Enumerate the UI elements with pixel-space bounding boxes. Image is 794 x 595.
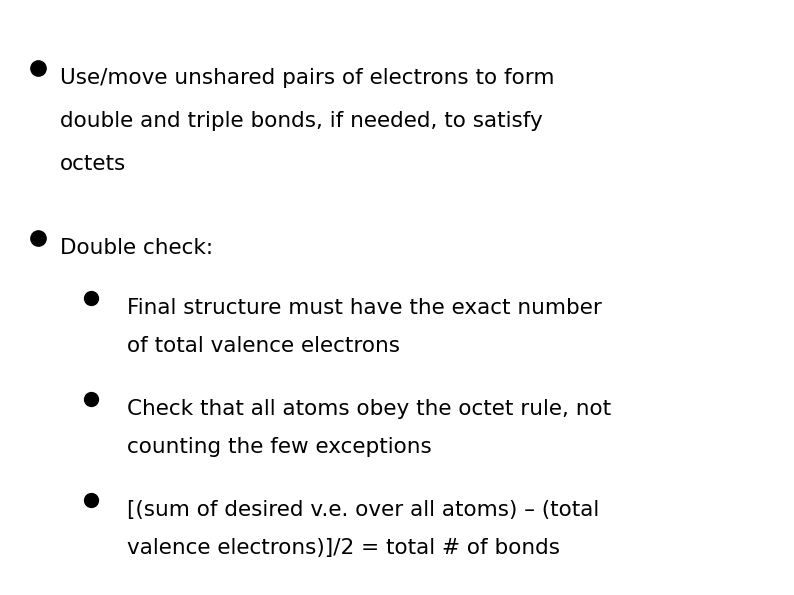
Text: valence electrons)]/2 = total # of bonds: valence electrons)]/2 = total # of bonds bbox=[127, 538, 560, 559]
Text: Use/move unshared pairs of electrons to form: Use/move unshared pairs of electrons to … bbox=[60, 68, 554, 89]
Text: double and triple bonds, if needed, to satisfy: double and triple bonds, if needed, to s… bbox=[60, 111, 542, 131]
Text: Final structure must have the exact number: Final structure must have the exact numb… bbox=[127, 298, 602, 318]
Text: octets: octets bbox=[60, 154, 125, 174]
Text: counting the few exceptions: counting the few exceptions bbox=[127, 437, 432, 458]
Text: Double check:: Double check: bbox=[60, 238, 213, 258]
Text: of total valence electrons: of total valence electrons bbox=[127, 336, 400, 356]
Text: [(sum of desired v.e. over all atoms) – (total: [(sum of desired v.e. over all atoms) – … bbox=[127, 500, 599, 520]
Text: Check that all atoms obey the octet rule, not: Check that all atoms obey the octet rule… bbox=[127, 399, 611, 419]
